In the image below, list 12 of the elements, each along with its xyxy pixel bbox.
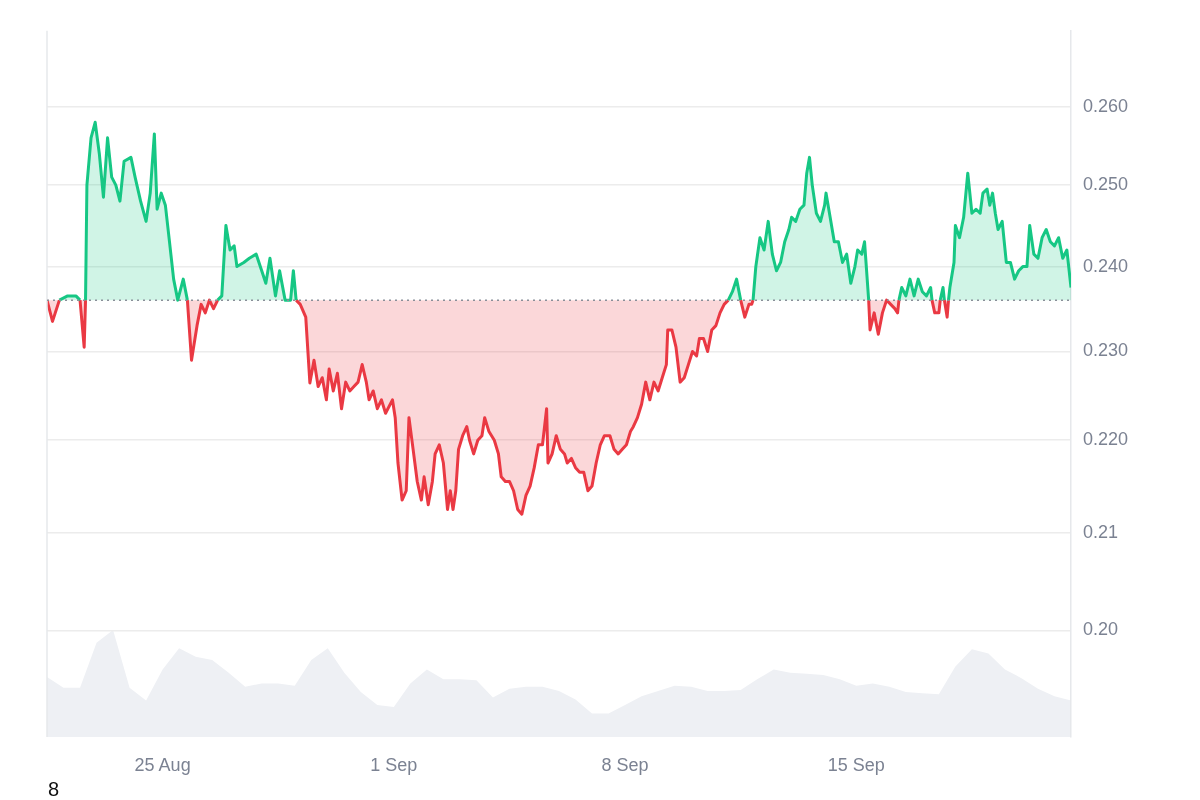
x-tick-label: 25 Aug (134, 754, 191, 775)
x-tick-label: 1 Sep (370, 754, 418, 775)
y-tick-label: 0.250 (1083, 174, 1129, 195)
x-tick-label: 15 Sep (827, 754, 885, 775)
y-tick-label: 0.240 (1083, 255, 1129, 276)
text: 8 (48, 778, 60, 800)
y-tick-label: 0.21 (1083, 522, 1119, 543)
y-tick-label: 0.260 (1083, 95, 1129, 116)
y-tick-label: 0.20 (1083, 619, 1119, 640)
y-tick-label: 0.220 (1083, 429, 1129, 450)
y-tick-label: 0.230 (1083, 340, 1129, 361)
x-tick-label: 8 Sep (601, 754, 649, 775)
